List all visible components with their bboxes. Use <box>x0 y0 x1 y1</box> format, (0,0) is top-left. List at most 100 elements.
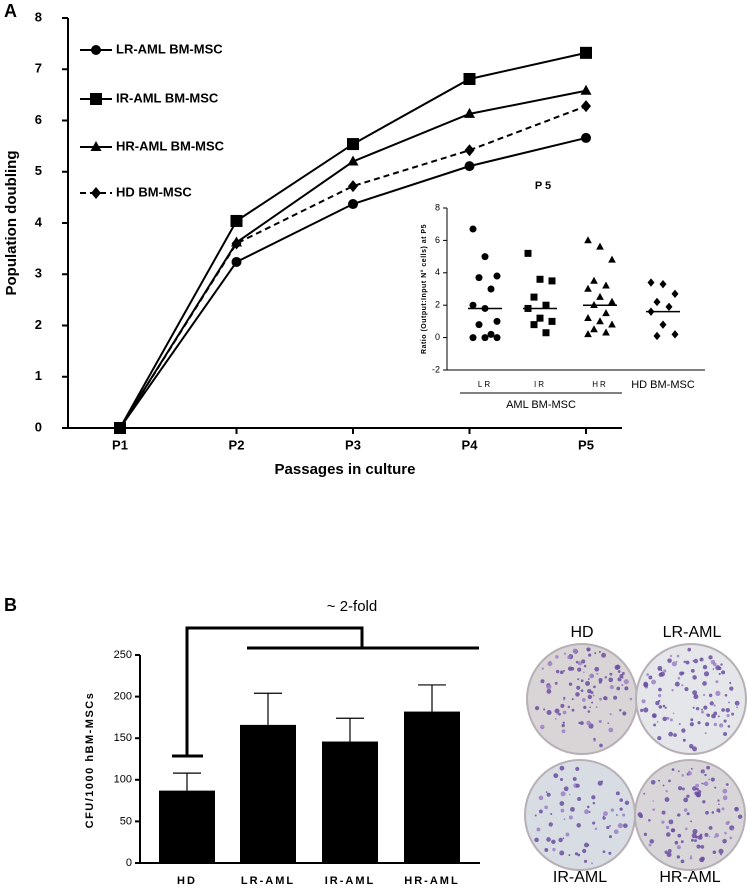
colony <box>725 708 730 713</box>
colony <box>563 818 566 821</box>
colony <box>567 655 572 660</box>
point <box>580 46 592 59</box>
colony <box>713 722 718 727</box>
colony <box>673 733 677 737</box>
y-tick-label: 2 <box>435 300 440 310</box>
colony <box>534 706 540 711</box>
colony <box>671 661 677 667</box>
colony <box>544 805 548 810</box>
colony <box>563 652 567 655</box>
colony <box>586 805 590 809</box>
colony <box>721 807 725 811</box>
colony <box>592 821 596 825</box>
colony <box>715 680 719 684</box>
point <box>590 325 598 333</box>
colony <box>580 679 584 683</box>
point <box>481 334 489 342</box>
colony <box>710 659 716 665</box>
colony <box>695 707 700 711</box>
colony <box>690 718 694 722</box>
colony <box>601 652 607 658</box>
colony <box>568 854 571 857</box>
colony <box>603 696 608 700</box>
colony <box>722 838 727 844</box>
y-tick-label: 7 <box>35 61 42 76</box>
legend-label: IR-AML BM-MSC <box>116 90 219 105</box>
colony <box>554 717 557 720</box>
colony <box>662 716 667 722</box>
colony <box>568 682 573 686</box>
colony <box>722 788 728 794</box>
colony <box>563 696 566 700</box>
colony <box>677 833 682 838</box>
colony <box>609 713 612 716</box>
legend-marker <box>91 187 101 199</box>
colony <box>585 681 591 686</box>
legend-label: LR-AML BM-MSC <box>116 41 223 56</box>
colony <box>722 795 728 801</box>
colony <box>735 807 738 810</box>
colony <box>685 660 690 665</box>
y-tick-label: 50 <box>120 815 132 827</box>
colony <box>684 687 689 692</box>
colony <box>671 828 676 833</box>
colony <box>615 791 620 796</box>
colony <box>683 808 688 812</box>
point <box>671 289 679 299</box>
colony <box>534 837 539 843</box>
point <box>475 321 483 329</box>
colony <box>676 845 681 850</box>
colony <box>560 703 565 708</box>
y-tick-label: 250 <box>114 649 132 661</box>
colony <box>565 832 570 837</box>
colony <box>678 723 681 725</box>
group-label: AML BM-MSC <box>506 399 576 411</box>
colony <box>561 729 566 734</box>
point <box>596 317 604 325</box>
colony <box>708 693 713 698</box>
colony <box>546 684 552 690</box>
colony <box>622 813 626 817</box>
colony <box>568 793 571 796</box>
point <box>584 330 592 338</box>
colony <box>538 795 544 801</box>
colony <box>688 743 694 749</box>
colony <box>669 654 673 658</box>
colony <box>621 672 625 675</box>
colony <box>589 673 595 679</box>
colony <box>554 681 558 685</box>
colony <box>717 799 720 802</box>
colony <box>691 838 695 842</box>
colony <box>583 671 585 674</box>
point <box>464 144 475 157</box>
colony <box>695 783 699 788</box>
colony <box>664 797 670 802</box>
colony <box>677 814 679 817</box>
point <box>659 279 667 289</box>
colony <box>705 810 709 815</box>
colony <box>692 675 697 680</box>
colony <box>563 669 565 672</box>
point <box>580 84 592 95</box>
y-tick-label: 0 <box>126 857 132 869</box>
point <box>524 249 532 257</box>
colony <box>547 661 553 667</box>
y-tick-label: 200 <box>114 691 132 703</box>
point <box>464 107 475 118</box>
colony <box>681 728 686 733</box>
colony <box>707 713 710 717</box>
colony <box>544 848 549 852</box>
point <box>665 302 673 312</box>
y-tick-label: 2 <box>35 317 42 332</box>
point <box>590 276 598 284</box>
colony <box>716 808 721 813</box>
colony <box>608 851 612 855</box>
legend-label: HD BM-MSC <box>116 184 192 199</box>
colony <box>712 850 717 855</box>
colony <box>587 694 593 700</box>
point <box>653 297 661 307</box>
colony <box>596 672 599 675</box>
colony <box>674 681 680 687</box>
colony <box>584 859 588 863</box>
colony <box>710 777 715 782</box>
